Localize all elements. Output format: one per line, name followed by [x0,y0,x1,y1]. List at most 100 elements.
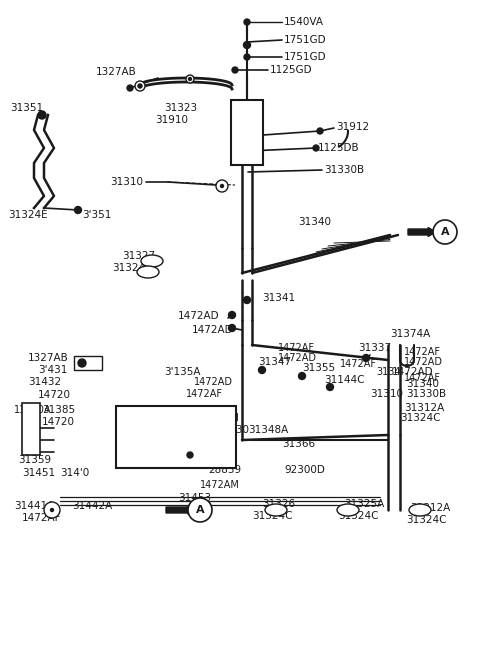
Text: 1472AF: 1472AF [404,373,441,383]
Text: 1540VA: 1540VA [284,17,324,27]
Text: 31340: 31340 [298,217,331,227]
Circle shape [326,384,334,390]
Text: 1472AD: 1472AD [192,325,234,335]
Text: 1472AD: 1472AD [392,367,433,377]
Text: 1125GD: 1125GD [270,65,312,75]
Text: 1472AF: 1472AF [340,359,377,369]
Text: 1472AM: 1472AM [200,413,240,423]
Circle shape [362,355,370,361]
Text: 31324C: 31324C [112,263,153,273]
Circle shape [216,180,228,192]
Text: 1472AF: 1472AF [278,343,315,353]
Circle shape [232,67,238,73]
Text: 1472AF: 1472AF [22,513,61,523]
Circle shape [244,54,250,60]
Text: 1125DB: 1125DB [318,143,360,153]
Text: 1327AB: 1327AB [28,353,69,363]
Circle shape [38,111,46,119]
Circle shape [74,206,82,214]
FancyArrow shape [408,227,436,237]
Ellipse shape [337,504,359,516]
Text: 31327: 31327 [122,251,155,261]
Text: 31348A: 31348A [248,425,288,435]
Text: 1472AD: 1472AD [178,311,220,321]
Circle shape [188,498,212,522]
Text: 1472AF: 1472AF [404,347,441,357]
Text: 1472AD: 1472AD [194,377,233,387]
Text: 31323: 31323 [164,103,197,113]
Text: 31442A: 31442A [72,501,112,511]
Text: 31432: 31432 [28,377,61,387]
FancyArrow shape [166,505,196,514]
Circle shape [259,367,265,373]
Text: 31337: 31337 [358,343,391,353]
Text: 31366: 31366 [282,439,315,449]
Text: 31355: 31355 [302,363,335,373]
Circle shape [138,84,142,88]
Ellipse shape [137,266,159,278]
Text: 31330B: 31330B [324,165,364,175]
Circle shape [187,452,193,458]
Circle shape [299,373,305,380]
Text: 31910: 31910 [155,115,188,125]
Text: 31330B: 31330B [406,389,446,399]
Text: 92300D: 92300D [284,465,325,475]
Text: 31347: 31347 [258,357,291,367]
Text: 3'135A: 3'135A [164,367,201,377]
Text: 31374A: 31374A [390,329,430,339]
Circle shape [228,325,236,332]
Text: 1327AB: 1327AB [96,67,137,77]
Circle shape [139,85,142,87]
Text: 31310: 31310 [370,389,403,399]
Text: 31312A: 31312A [404,403,444,413]
Text: 31310: 31310 [110,177,143,187]
Text: 31441A: 31441A [14,501,54,511]
Circle shape [220,185,224,187]
Text: 1472AD: 1472AD [278,353,317,363]
Text: 31325A: 31325A [344,499,384,509]
Text: 3'431: 3'431 [38,365,67,375]
Text: 31385: 31385 [42,405,75,415]
Bar [116,406,236,468]
Circle shape [78,359,86,367]
Text: 1472AM: 1472AM [200,480,240,490]
Text: 31359: 31359 [18,455,51,465]
Bar [74,356,102,370]
Text: 3'351: 3'351 [82,210,111,220]
Circle shape [189,78,192,81]
Text: 31326: 31326 [262,499,295,509]
Circle shape [313,145,319,151]
Text: A: A [441,227,449,237]
Circle shape [50,509,53,512]
Text: 31586: 31586 [178,455,211,465]
Text: 31324C: 31324C [400,413,441,423]
Text: 31340: 31340 [406,379,439,389]
Text: 11250A: 11250A [14,405,51,415]
Circle shape [44,502,60,518]
Text: 1472AF: 1472AF [186,389,223,399]
Circle shape [244,19,250,25]
Text: A: A [196,505,204,515]
Text: 31324C: 31324C [338,511,379,521]
Text: 31324C: 31324C [252,511,292,521]
Text: 14720: 14720 [42,417,75,427]
Circle shape [243,296,251,304]
Text: 31324C: 31324C [406,515,446,525]
Text: 31453: 31453 [178,493,211,503]
Bar [231,100,263,165]
Circle shape [228,311,236,319]
Text: 1472AD: 1472AD [404,357,443,367]
Text: 1751GD: 1751GD [284,35,326,45]
Bar [22,403,40,455]
Text: 31341: 31341 [262,293,295,303]
Circle shape [243,41,251,49]
Text: 14720: 14720 [38,390,71,400]
Circle shape [186,75,194,83]
Text: 31324E: 31324E [8,210,48,220]
Text: 314'0: 314'0 [60,468,89,478]
Text: 31312A: 31312A [410,503,450,513]
Circle shape [127,85,133,91]
Circle shape [433,220,457,244]
Text: 3134': 3134' [376,367,403,377]
Ellipse shape [409,504,431,516]
